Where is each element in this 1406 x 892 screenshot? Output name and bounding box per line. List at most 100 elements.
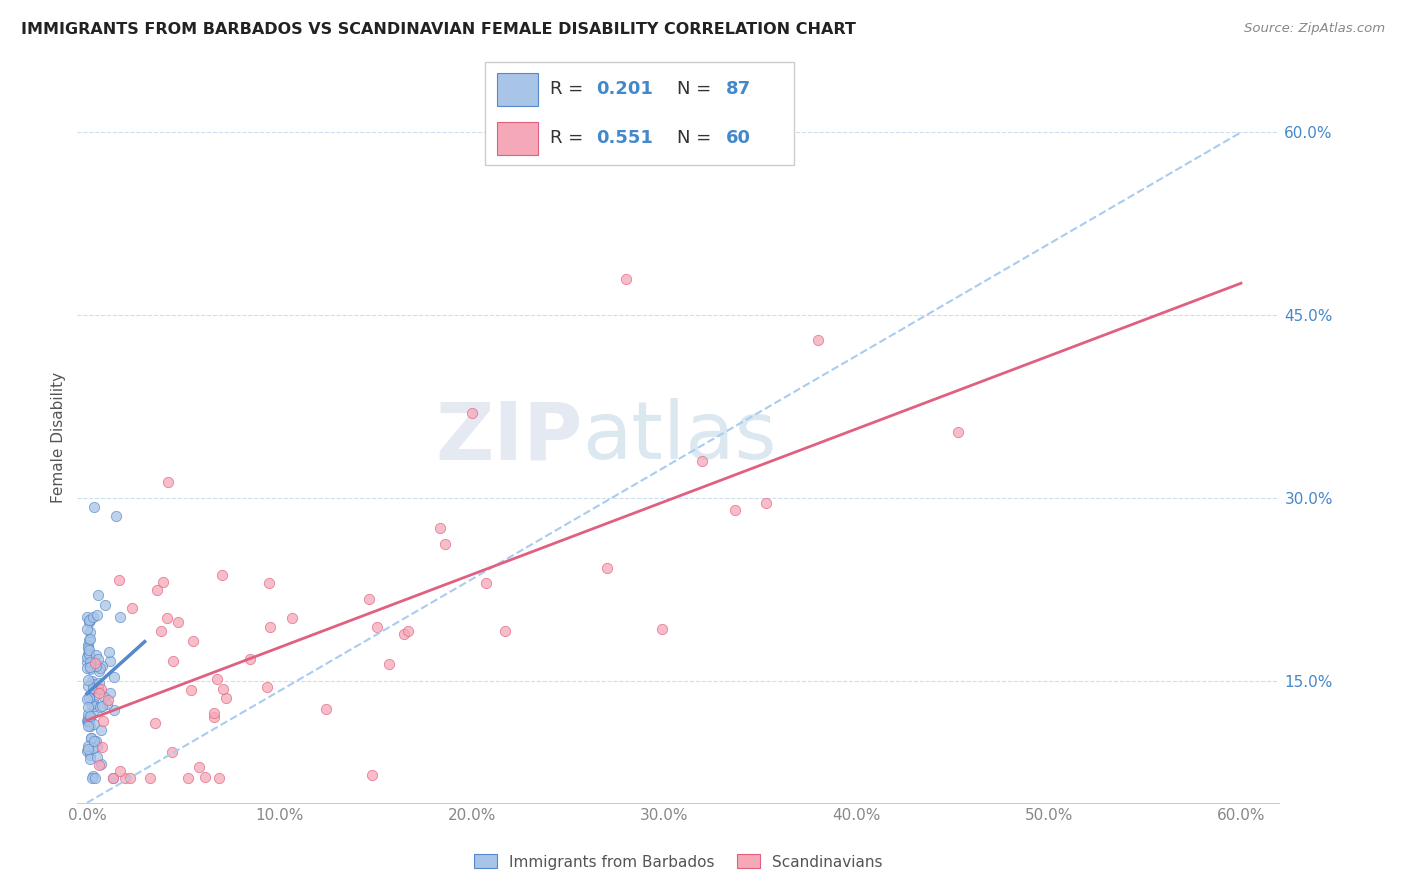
Point	[82, 610, 104, 624]
Point	[194, 770, 217, 784]
Point	[76, 655, 98, 669]
Point	[366, 620, 388, 634]
Point	[83, 733, 105, 747]
Point	[76, 649, 98, 664]
Point	[396, 624, 419, 639]
Point	[79, 711, 101, 725]
Point	[91, 740, 114, 755]
Point	[82, 681, 104, 695]
Point	[76, 622, 98, 636]
Point	[143, 716, 166, 731]
Point	[83, 500, 105, 515]
Point	[83, 690, 105, 704]
Point	[103, 703, 125, 717]
Point	[77, 633, 100, 648]
Point	[91, 659, 114, 673]
Point	[77, 739, 100, 754]
Point	[83, 717, 105, 731]
Point	[76, 661, 98, 675]
Point	[392, 626, 415, 640]
Text: 87: 87	[727, 80, 751, 98]
Point	[79, 660, 101, 674]
Point	[87, 681, 110, 695]
Point	[77, 700, 100, 714]
Point	[76, 714, 98, 728]
Text: R =: R =	[550, 80, 589, 98]
Point	[77, 714, 100, 729]
Point	[807, 333, 830, 347]
Point	[103, 670, 125, 684]
Point	[257, 576, 280, 591]
Point	[79, 625, 101, 640]
Point	[98, 686, 121, 700]
Point	[87, 652, 110, 666]
Point	[152, 574, 174, 589]
Point	[89, 699, 111, 714]
Point	[87, 758, 110, 772]
Point	[76, 707, 98, 722]
Point	[110, 764, 132, 778]
FancyBboxPatch shape	[498, 122, 537, 155]
Point	[377, 657, 399, 671]
Point	[180, 683, 202, 698]
Point	[139, 772, 162, 786]
Point	[149, 624, 172, 638]
Point	[460, 406, 482, 420]
Text: IMMIGRANTS FROM BARBADOS VS SCANDINAVIAN FEMALE DISABILITY CORRELATION CHART: IMMIGRANTS FROM BARBADOS VS SCANDINAVIAN…	[21, 22, 856, 37]
Point	[946, 425, 969, 440]
Point	[91, 714, 114, 728]
Point	[77, 714, 100, 729]
Point	[89, 723, 111, 738]
Point	[121, 600, 143, 615]
Point	[79, 648, 101, 663]
Point	[202, 710, 225, 724]
Point	[79, 632, 101, 647]
Point	[79, 613, 101, 627]
Point	[98, 654, 121, 668]
Point	[87, 664, 110, 678]
Point	[614, 271, 637, 285]
Point	[77, 648, 100, 662]
Text: atlas: atlas	[582, 398, 776, 476]
Point	[84, 772, 107, 786]
Point	[433, 537, 456, 551]
Point	[83, 699, 105, 714]
Point	[83, 702, 105, 716]
Point	[91, 698, 114, 713]
Point	[207, 673, 229, 687]
Point	[77, 641, 100, 656]
Point	[97, 693, 120, 707]
Point	[79, 662, 101, 676]
Point	[110, 610, 132, 624]
Point	[84, 659, 107, 673]
Point	[80, 731, 103, 746]
Point	[96, 697, 118, 711]
Point	[79, 752, 101, 766]
Point	[94, 598, 117, 612]
Text: R =: R =	[550, 129, 589, 147]
Point	[80, 731, 103, 745]
Point	[76, 609, 98, 624]
Y-axis label: Female Disability: Female Disability	[51, 371, 66, 503]
Point	[79, 648, 101, 662]
Point	[118, 772, 141, 786]
Point	[202, 706, 225, 720]
Point	[80, 673, 103, 688]
Point	[103, 772, 125, 786]
Point	[90, 756, 112, 771]
Point	[79, 655, 101, 669]
Point	[86, 749, 108, 764]
Point	[79, 708, 101, 723]
Text: N =: N =	[676, 80, 717, 98]
Point	[77, 711, 100, 725]
Point	[77, 642, 100, 657]
Point	[77, 690, 100, 704]
Point	[84, 656, 107, 670]
Point	[82, 772, 104, 786]
Text: 0.201: 0.201	[596, 80, 654, 98]
Point	[162, 654, 184, 668]
Point	[79, 613, 101, 627]
Point	[86, 733, 108, 747]
Point	[239, 652, 262, 666]
Point	[79, 748, 101, 763]
